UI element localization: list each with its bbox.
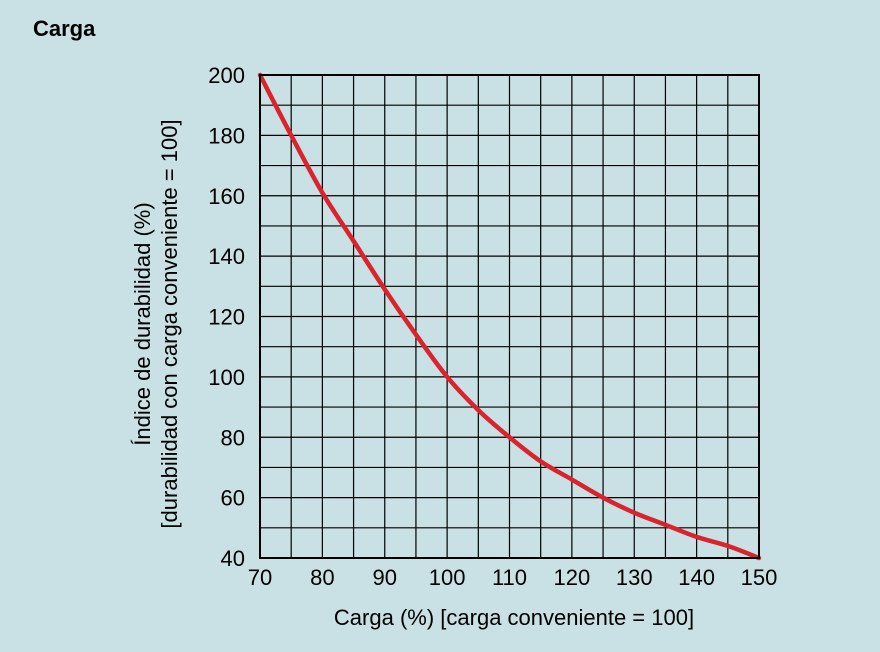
x-tick-label: 80 bbox=[310, 565, 334, 590]
y-tick-label: 40 bbox=[221, 546, 245, 571]
plot-frame bbox=[259, 74, 760, 559]
x-tick-label: 120 bbox=[554, 565, 591, 590]
y-tick-label: 100 bbox=[208, 365, 245, 390]
x-tick-label: 150 bbox=[741, 565, 778, 590]
x-tick-label: 100 bbox=[429, 565, 466, 590]
y-tick-label: 200 bbox=[208, 63, 245, 88]
x-tick-label: 140 bbox=[678, 565, 715, 590]
y-tick-label: 180 bbox=[208, 123, 245, 148]
y-axis-label-line2: [durabilidad con carga conveniente = 100… bbox=[157, 119, 182, 528]
y-tick-label: 80 bbox=[221, 425, 245, 450]
y-axis-label-line1: Índice de durabilidad (%) bbox=[130, 202, 155, 445]
x-tick-label: 70 bbox=[248, 565, 272, 590]
x-axis-label: Carga (%) [carga conveniente = 100] bbox=[334, 605, 694, 630]
x-tick-label: 90 bbox=[373, 565, 397, 590]
y-axis-ticks: 40 60 80 100 120 140 160 180 200 bbox=[208, 63, 245, 571]
y-tick-label: 120 bbox=[208, 305, 245, 330]
y-tick-label: 60 bbox=[221, 486, 245, 511]
chart-title: Carga bbox=[33, 16, 96, 41]
series-layer bbox=[257, 72, 762, 561]
x-tick-label: 110 bbox=[492, 565, 527, 590]
x-tick-label: 130 bbox=[616, 565, 653, 590]
y-tick-label: 140 bbox=[208, 244, 245, 269]
series-line bbox=[257, 72, 762, 561]
grid-lines bbox=[260, 75, 759, 558]
y-tick-label: 160 bbox=[208, 184, 245, 209]
x-axis-ticks: 70 80 90 100 110 120 130 140 150 bbox=[248, 565, 778, 590]
y-axis-label: Índice de durabilidad (%) [durabilidad c… bbox=[130, 119, 182, 528]
